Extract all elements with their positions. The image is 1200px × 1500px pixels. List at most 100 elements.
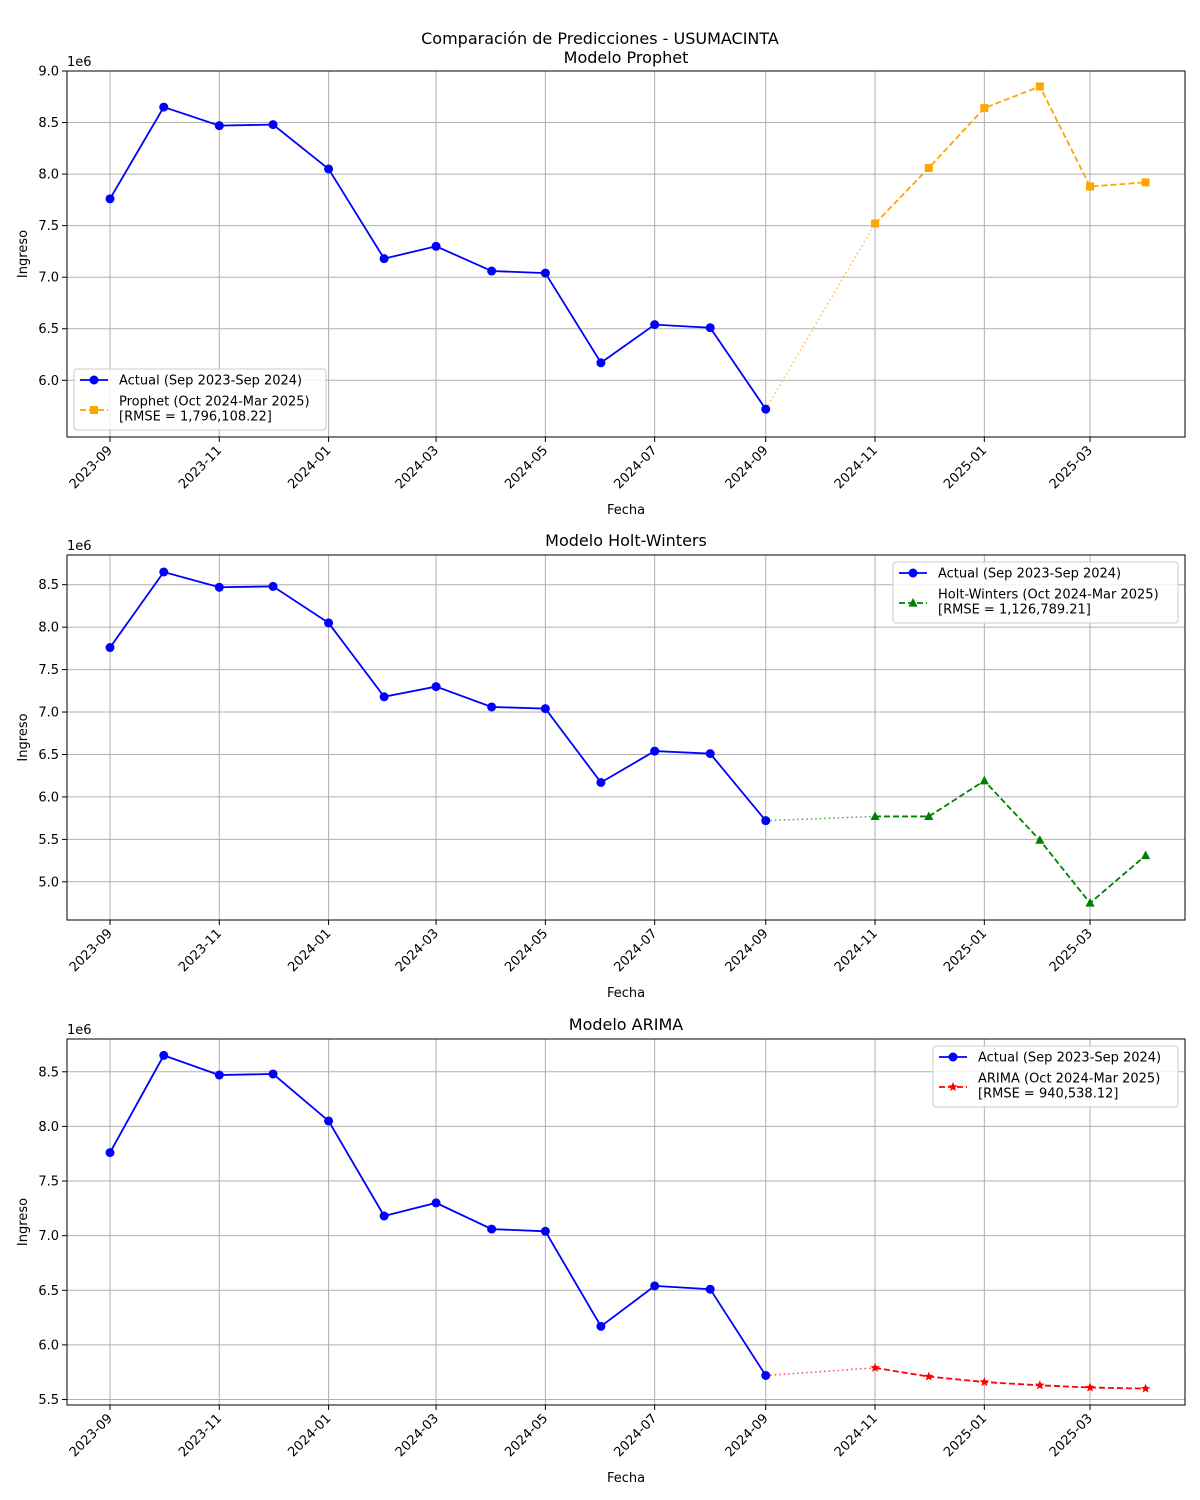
legend-actual-marker [908,568,918,578]
actual-point [159,102,169,112]
x-tick-label: 2024-01 [285,1411,334,1460]
x-tick-label: 2024-11 [832,443,881,492]
chart-title: Modelo ARIMA [569,1015,684,1034]
x-tick-label: 2024-05 [502,1411,551,1460]
y-tick-label: 8.5 [38,1065,59,1080]
x-tick-label: 2024-09 [723,1411,772,1460]
forecast-connector-line [765,1367,876,1377]
y-tick-label: 7.5 [38,1175,59,1190]
y-tick-label: 5.5 [38,833,59,848]
y-tick-label: 7.0 [38,1229,59,1244]
forecast-point [924,163,933,172]
actual-point [268,120,278,130]
y-tick-label: 5.5 [38,1393,59,1408]
x-tick-label: 2023-11 [176,926,225,975]
actual-point [596,1321,606,1331]
y-tick-label: 8.5 [38,578,59,593]
actual-point [379,1211,389,1221]
actual-point [105,1148,115,1158]
x-tick-label: 2024-09 [723,443,772,492]
x-tick-label: 2024-11 [832,1411,881,1460]
legend: Actual (Sep 2023-Sep 2024) ARIMA (Oct 202… [932,1045,1179,1108]
grid [67,70,1185,437]
y-tick-label: 5.0 [38,875,59,890]
legend: Actual (Sep 2023-Sep 2024) Prophet (Oct 2… [73,368,327,431]
legend-forecast-rmse: [RMSE = 1,126,789.21] [938,603,1091,618]
actual-point [487,702,497,712]
axes-frame [66,70,1186,438]
actual-point [761,816,771,826]
forecast-connector-line [765,815,876,822]
legend-box [932,1045,1179,1108]
y-offset-label: 1e6 [67,539,92,554]
legend-forecast-label: Holt-Winters (Oct 2024-Mar 2025) [938,588,1159,603]
legend-forecast-marker [90,406,98,414]
actual-point [540,268,550,278]
x-tick-label: 2025-03 [1047,1411,1096,1460]
x-tick-label: 2024-07 [611,1411,660,1460]
legend-actual-marker [89,375,99,385]
x-tick-label: 2024-09 [723,926,772,975]
forecast-point [979,775,989,785]
y-tick-label: 7.0 [38,706,59,721]
actual-point [540,704,550,714]
forecast-series-line [874,1366,1146,1390]
legend-box [73,368,327,431]
forecast-point [1140,1383,1151,1393]
x-tick-label: 2023-09 [67,1411,116,1460]
y-offset-label: 1e6 [67,1023,92,1038]
actual-point [159,567,169,577]
x-tick-label: 2024-03 [393,1411,442,1460]
actual-point [268,581,278,591]
actual-point [431,1198,441,1208]
actual-point [379,254,389,264]
x-axis-label: Fecha [607,986,645,1001]
actual-point [214,121,224,131]
legend-actual-label: Actual (Sep 2023-Sep 2024) [978,1051,1161,1066]
forecast-point [870,811,880,821]
x-tick-label: 2025-01 [941,443,990,492]
y-tick-label: 8.0 [38,621,59,636]
y-tick-label: 7.5 [38,219,59,234]
x-tick-label: 2025-01 [941,1411,990,1460]
x-tick-label: 2023-11 [176,443,225,492]
actual-point [214,582,224,592]
legend-actual-marker [948,1052,958,1062]
actual-point [705,749,715,759]
x-tick-label: 2024-01 [285,926,334,975]
legend-forecast-marker [908,598,918,607]
axes-frame [66,554,1186,921]
subplot-prophet: 2023-09 2023-11 2024-01 2024-03 2024-05 2024-… [16,48,1186,518]
x-tick-label: 2024-07 [611,443,660,492]
legend: Actual (Sep 2023-Sep 2024) Holt-Winters (… [892,561,1179,624]
actual-point [268,1069,278,1079]
legend-box [892,561,1179,624]
figure-suptitle: Comparación de Predicciones - USUMACINTA [421,29,779,48]
x-tick-label: 2024-11 [832,926,881,975]
forecast-point [1085,898,1095,907]
forecast-point [979,1377,990,1387]
x-axis-label: Fecha [607,503,645,518]
x-axis-label: Fecha [607,1471,645,1486]
x-tick-label: 2024-01 [285,443,334,492]
y-tick-label: 6.0 [38,374,59,389]
actual-point [705,323,715,333]
y-tick-label: 6.0 [38,1338,59,1353]
actual-point [487,1224,497,1234]
actual-point [650,1281,660,1291]
x-tick-label: 2024-03 [393,926,442,975]
subplot-holt-winters: 2023-09 2023-11 2024-01 2024-03 2024-05 2024-… [16,531,1186,1001]
actual-point [105,643,115,653]
actual-point [596,358,606,368]
y-tick-label: 6.5 [38,322,59,337]
x-tick-label: 2025-03 [1047,926,1096,975]
actual-point [540,1226,550,1236]
forecast-point [1035,1380,1045,1390]
actual-point [761,1371,771,1381]
x-tick-label: 2025-03 [1047,443,1096,492]
actual-point [105,194,115,204]
forecast-series-line [874,85,1146,225]
actual-point [324,164,334,174]
y-axis-label: Ingreso [16,230,31,278]
